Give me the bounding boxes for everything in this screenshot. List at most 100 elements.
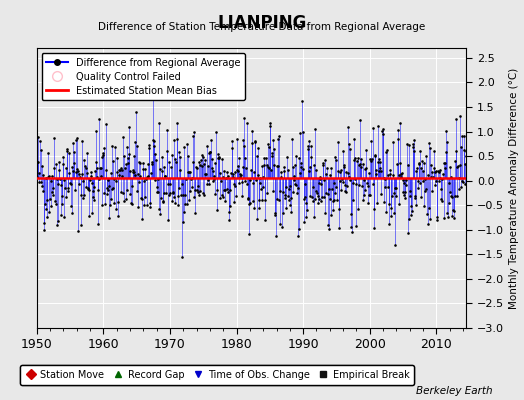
Point — [312, 166, 320, 173]
Point — [292, 153, 300, 160]
Point — [208, 165, 216, 171]
Point — [106, 202, 114, 209]
Point — [440, 160, 449, 166]
Point — [427, 174, 435, 180]
Point — [279, 167, 288, 174]
Point — [71, 169, 80, 175]
Point — [216, 170, 224, 176]
Point — [35, 170, 43, 176]
Point — [193, 183, 202, 189]
Point — [310, 214, 318, 220]
Point — [100, 190, 108, 197]
Point — [72, 136, 80, 143]
Point — [266, 120, 275, 126]
Point — [294, 225, 303, 232]
Point — [183, 153, 192, 160]
Point — [161, 173, 170, 180]
Point — [49, 185, 57, 192]
Point — [60, 214, 68, 220]
Point — [210, 176, 218, 182]
Point — [421, 187, 430, 194]
Point — [230, 181, 238, 188]
Point — [146, 200, 154, 206]
Point — [233, 136, 241, 142]
Point — [82, 165, 90, 171]
Point — [294, 232, 302, 239]
Point — [60, 177, 69, 183]
Point — [141, 166, 149, 172]
Point — [38, 163, 46, 169]
Text: Berkeley Earth: Berkeley Earth — [416, 386, 493, 396]
Point — [358, 197, 367, 204]
Point — [291, 180, 299, 187]
Point — [119, 134, 127, 140]
Point — [330, 180, 338, 186]
Point — [245, 230, 253, 237]
Point — [433, 214, 441, 220]
Point — [329, 198, 337, 205]
Point — [451, 193, 460, 200]
Point — [346, 146, 354, 152]
Point — [432, 168, 441, 174]
Point — [46, 177, 54, 184]
Point — [214, 151, 222, 157]
Point — [195, 162, 204, 168]
Point — [57, 212, 66, 218]
Point — [312, 188, 321, 195]
Point — [130, 169, 138, 175]
Point — [381, 176, 389, 182]
Point — [453, 164, 461, 170]
Point — [402, 182, 411, 188]
Point — [272, 233, 280, 239]
Point — [373, 200, 381, 206]
Point — [107, 143, 116, 149]
Point — [457, 184, 465, 190]
Point — [279, 210, 287, 216]
Point — [349, 180, 357, 186]
Point — [150, 143, 159, 149]
Point — [379, 175, 388, 181]
Point — [283, 193, 292, 200]
Point — [134, 204, 142, 210]
Point — [168, 198, 177, 204]
Point — [144, 173, 152, 179]
Point — [202, 171, 210, 177]
Point — [92, 164, 101, 171]
Point — [417, 194, 425, 200]
Point — [285, 196, 293, 203]
Point — [163, 148, 171, 154]
Point — [253, 153, 261, 159]
Point — [368, 125, 377, 131]
Point — [263, 189, 271, 196]
Point — [300, 218, 309, 225]
Point — [282, 204, 290, 211]
Point — [97, 173, 105, 180]
Point — [108, 185, 117, 192]
Point — [32, 159, 41, 165]
Point — [269, 188, 277, 195]
Point — [286, 183, 294, 189]
Point — [287, 195, 295, 201]
Point — [340, 162, 348, 168]
Point — [177, 192, 185, 198]
Point — [379, 126, 387, 132]
Point — [78, 170, 86, 177]
Point — [413, 164, 421, 171]
Point — [249, 198, 257, 204]
Point — [223, 189, 232, 195]
Point — [424, 204, 433, 211]
Point — [336, 178, 345, 184]
Point — [244, 194, 253, 201]
Point — [90, 197, 98, 204]
Point — [43, 149, 52, 156]
Point — [165, 192, 173, 198]
Point — [179, 219, 187, 225]
Point — [75, 181, 84, 187]
Point — [206, 149, 215, 155]
Point — [121, 165, 129, 171]
Point — [369, 206, 378, 212]
Point — [229, 174, 237, 181]
Point — [182, 140, 191, 147]
Point — [340, 163, 348, 170]
Point — [105, 183, 114, 190]
